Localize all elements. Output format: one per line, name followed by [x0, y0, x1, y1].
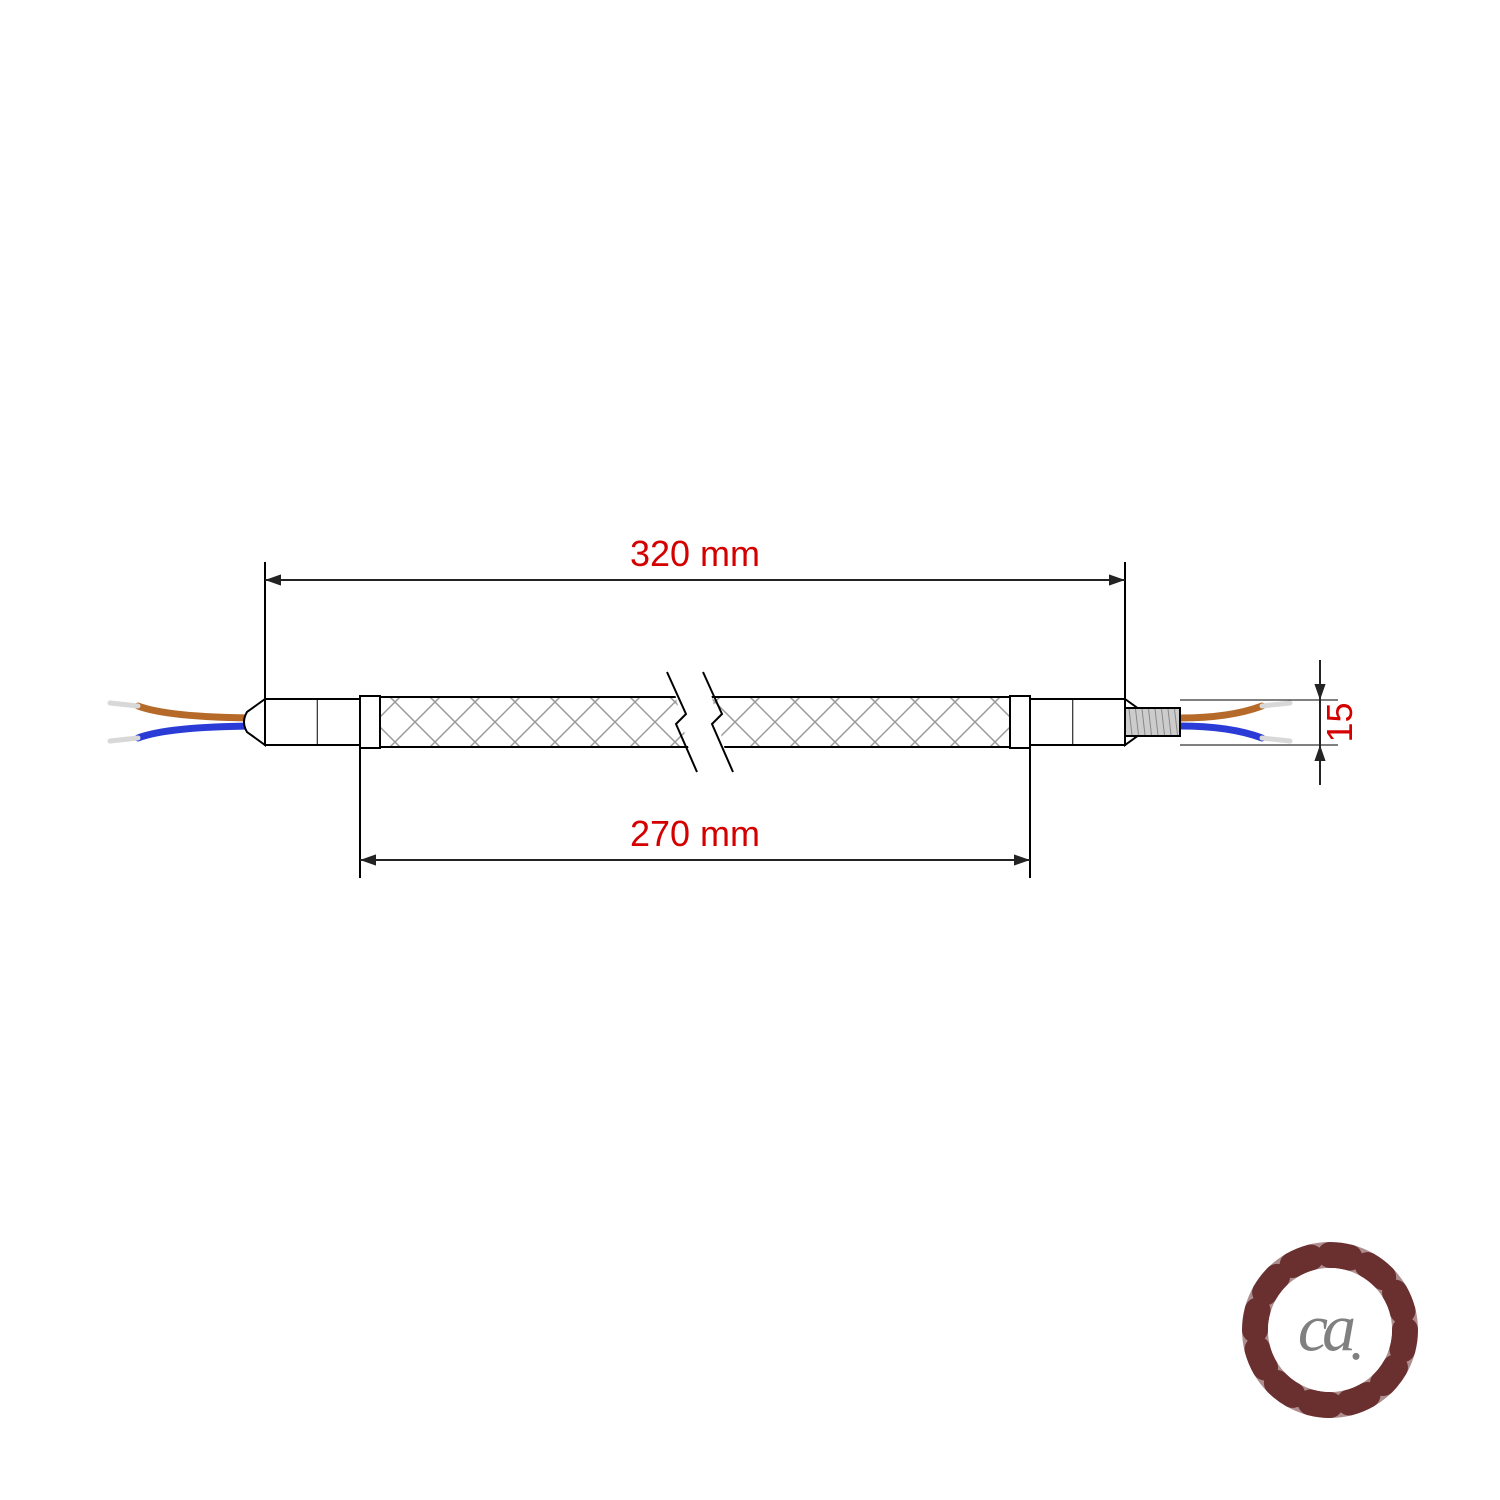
strain-relief-collar: [244, 696, 380, 748]
dimension-label: 270 mm: [630, 813, 760, 854]
brand-logo: ca: [1255, 1255, 1405, 1405]
threaded-end: [1125, 708, 1180, 736]
cable-assembly: [110, 672, 1290, 772]
braided-sleeve: [280, 695, 1110, 749]
dimension-label: 320 mm: [630, 533, 760, 574]
dimension-label: 15: [1319, 702, 1360, 742]
svg-text:ca: ca: [1298, 1289, 1354, 1365]
